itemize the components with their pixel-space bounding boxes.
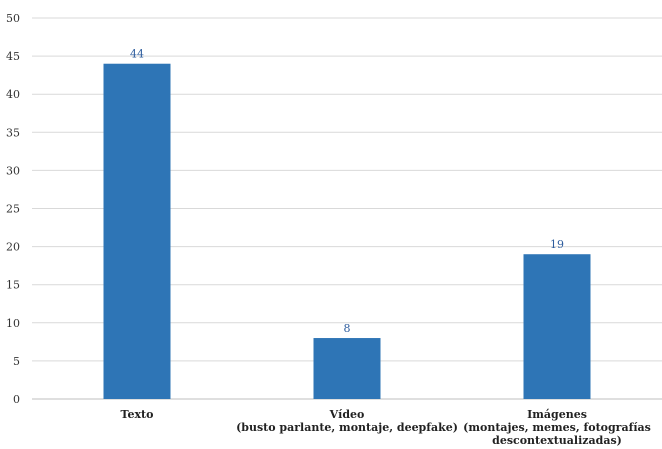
y-tick-label: 20 bbox=[6, 241, 20, 254]
y-tick-label: 35 bbox=[6, 126, 20, 139]
y-axis-tick-labels: 0 5 10 15 20 25 30 35 40 45 50 bbox=[6, 12, 20, 406]
data-label: 8 bbox=[344, 322, 351, 335]
x-axis-category-labels: Texto Vídeo (busto parlante, montaje, deep… bbox=[121, 408, 651, 447]
x-category-label: Vídeo (busto parlante, montaje, deepfake) bbox=[236, 408, 458, 434]
y-tick-label: 45 bbox=[6, 50, 20, 63]
y-tick-label: 25 bbox=[6, 203, 20, 216]
bars bbox=[103, 63, 591, 399]
y-tick-label: 50 bbox=[6, 12, 20, 25]
x-category-label: Texto bbox=[121, 408, 154, 421]
y-tick-label: 10 bbox=[6, 317, 20, 330]
bar bbox=[523, 254, 591, 399]
y-tick-label: 0 bbox=[13, 393, 20, 406]
y-tick-label: 15 bbox=[6, 279, 20, 292]
x-category-label: Imágenes (montajes, memes, fotografías des… bbox=[463, 408, 651, 447]
y-tick-label: 30 bbox=[6, 164, 20, 177]
bar bbox=[103, 63, 171, 399]
data-labels: 44 8 19 bbox=[130, 48, 564, 335]
data-label: 44 bbox=[130, 48, 144, 61]
y-tick-label: 5 bbox=[13, 355, 20, 368]
data-label: 19 bbox=[550, 238, 564, 251]
y-tick-label: 40 bbox=[6, 88, 20, 101]
bar bbox=[313, 338, 381, 399]
